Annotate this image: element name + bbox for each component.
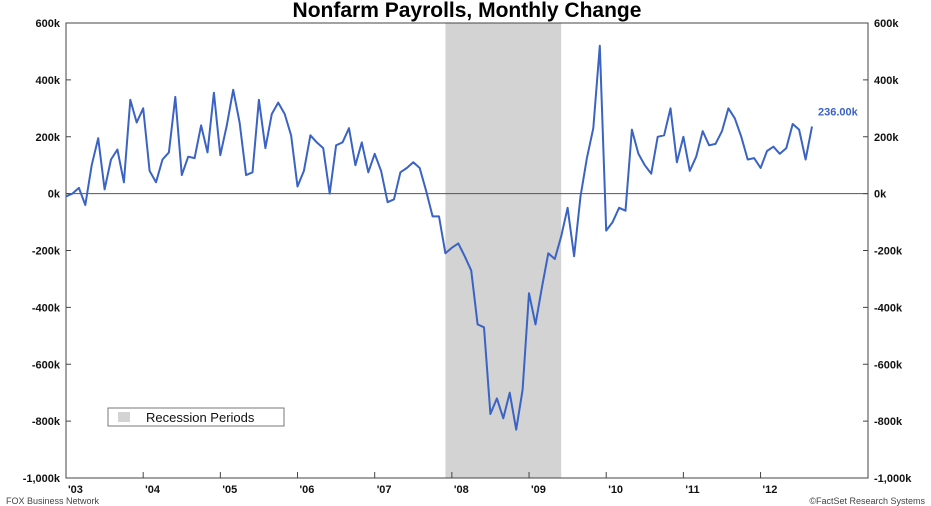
y-tick-label-left: 400k: [36, 75, 61, 87]
y-tick-label-right: -400k: [874, 302, 903, 314]
series-line: [65, 44, 813, 431]
y-tick-label-right: -1,000k: [874, 473, 912, 485]
y-tick-label-left: -1,000k: [23, 473, 61, 485]
x-tick-label: '08: [454, 484, 469, 496]
y-tick-label-right: 400k: [874, 75, 899, 87]
y-tick-label-left: -600k: [32, 359, 61, 371]
legend-swatch: [118, 412, 130, 422]
x-tick-label: '07: [377, 484, 392, 496]
y-tick-label-right: -800k: [874, 416, 903, 428]
y-tick-label-left: 0k: [48, 189, 61, 201]
legend-label: Recession Periods: [146, 410, 255, 425]
chart-title: Nonfarm Payrolls, Monthly Change: [293, 0, 642, 22]
recession-band: [445, 23, 562, 478]
plot-area: 600k 600k 400k 400k 200k 200k 0k 0k -200k -200k -4…: [23, 18, 913, 496]
footer-source-right: ©FactSet Research Systems: [809, 496, 925, 506]
x-tick-label: '09: [531, 484, 546, 496]
x-tick-label: '03: [68, 484, 83, 496]
x-tick-label: '11: [685, 484, 699, 496]
y-tick-label-left: -400k: [32, 302, 61, 314]
last-value-label: 236.00k: [818, 107, 859, 119]
y-tick-label-left: -800k: [32, 416, 61, 428]
x-tick-label: '06: [300, 484, 315, 496]
y-tick-label-right: 0k: [874, 189, 887, 201]
y-tick-label-left: 600k: [36, 18, 61, 30]
legend-box: [107, 407, 285, 427]
y-tick-label-left: 200k: [36, 132, 61, 144]
x-tick-label: '05: [222, 484, 237, 496]
y-tick-label-right: -200k: [874, 246, 903, 258]
x-tick-label: '12: [763, 484, 778, 496]
y-tick-label-left: -200k: [32, 246, 61, 258]
x-tick-label: '10: [608, 484, 623, 496]
y-tick-label-right: 600k: [874, 18, 899, 30]
y-tick-label-right: 200k: [874, 132, 899, 144]
x-tick-label: '04: [145, 484, 161, 496]
footer-source-left: FOX Business Network: [6, 496, 100, 506]
y-tick-label-right: -600k: [874, 359, 903, 371]
